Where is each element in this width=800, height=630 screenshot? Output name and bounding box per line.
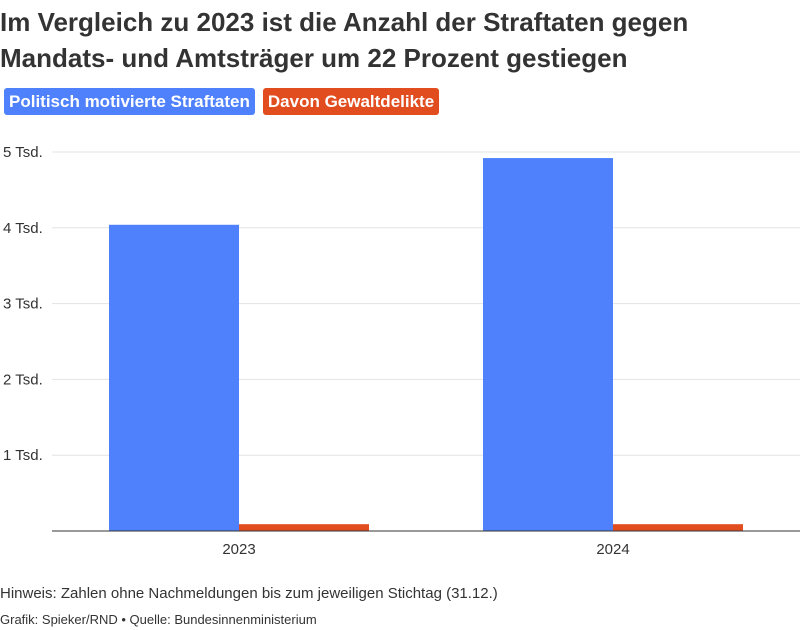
- bars: [109, 158, 743, 531]
- legend-item-gewalt[interactable]: Davon Gewaltdelikte: [262, 88, 440, 115]
- y-tick-label: 3 Tsd.: [3, 296, 43, 313]
- chart-title: Im Vergleich zu 2023 ist die Anzahl der …: [0, 7, 689, 73]
- axis-labels: 1 Tsd. 2 Tsd. 3 Tsd. 4 Tsd. 5 Tsd. 2023 2024: [3, 144, 630, 558]
- bar-2023-series-1[interactable]: [109, 224, 239, 531]
- legend: Politisch motivierte Straftaten Davon Ge…: [4, 88, 440, 115]
- y-tick-label: 1 Tsd.: [3, 447, 43, 464]
- y-tick-label: 5 Tsd.: [3, 144, 43, 161]
- legend-item-politisch[interactable]: Politisch motivierte Straftaten: [4, 88, 255, 115]
- bar-2024-series-1[interactable]: [483, 158, 613, 531]
- y-tick-label: 2 Tsd.: [3, 371, 43, 388]
- bar-chart: 1 Tsd. 2 Tsd. 3 Tsd. 4 Tsd. 5 Tsd. 2023 2024: [3, 144, 800, 558]
- x-tick-label: 2024: [596, 541, 629, 558]
- footnote: Hinweis: Zahlen ohne Nachmeldungen bis z…: [0, 585, 498, 602]
- bar-2024-series-2[interactable]: [613, 524, 743, 531]
- bar-2023-series-2[interactable]: [239, 524, 369, 531]
- y-tick-label: 4 Tsd.: [3, 220, 43, 237]
- x-tick-label: 2023: [222, 541, 255, 558]
- source-credit: Grafik: Spieker/RND • Quelle: Bundesinne…: [0, 612, 317, 627]
